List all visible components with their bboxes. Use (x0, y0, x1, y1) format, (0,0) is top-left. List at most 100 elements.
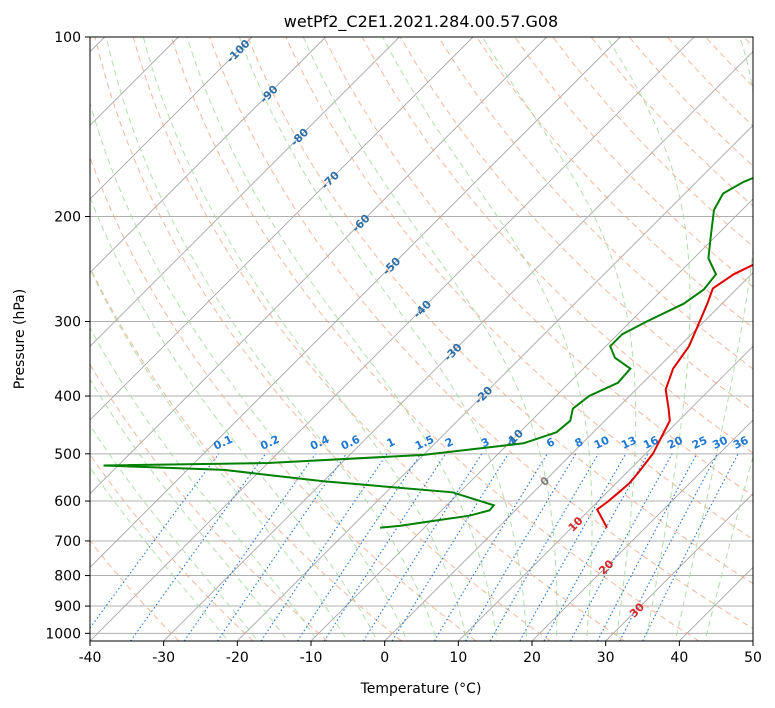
moist-adiabat-line (302, 37, 558, 641)
dry-adiabat-line (90, 156, 477, 641)
dry-adiabat-line (667, 37, 753, 127)
y-tick-label: 800 (54, 569, 81, 585)
dry-adiabat-line (437, 37, 753, 370)
mixing-ratio-label: 0.6 (339, 433, 362, 453)
dry-adiabat-line (90, 363, 328, 641)
mixing-ratio-label: 6 (544, 435, 557, 450)
y-tick-label: 1000 (45, 626, 81, 642)
dry-adiabat-line (476, 37, 753, 329)
isotherm-line (384, 272, 753, 641)
temperature-trace (595, 263, 753, 529)
moist-adiabat-line (238, 37, 528, 641)
dry-adiabat-line (209, 37, 753, 630)
moist-adiabat-line (142, 37, 468, 641)
moist-adiabat-line (90, 424, 259, 641)
x-axis-title: Temperature (°C) (360, 681, 482, 697)
mixing-ratio-label: 30 (710, 433, 730, 451)
x-tick-label: 10 (449, 650, 467, 666)
isotherm-line (90, 37, 400, 347)
x-tick-label: -10 (300, 650, 323, 666)
dry-adiabat-line (514, 37, 753, 288)
dry-adiabat-line (399, 37, 753, 412)
mixing-ratio-line (216, 453, 347, 641)
y-tick-label: 100 (54, 30, 81, 46)
mixing-ratio-line (489, 453, 599, 641)
y-tick-label: 400 (54, 389, 81, 405)
mixing-ratio-label: 1 (385, 435, 397, 450)
isotherm-line (90, 37, 547, 495)
chart-title: wetPf2_C2E1.2021.284.00.57.G08 (284, 12, 558, 32)
x-tick-label: 50 (744, 650, 762, 666)
y-axis-title: Pressure (hPa) (12, 289, 28, 389)
mixing-ratio-label: 0.4 (308, 433, 331, 453)
x-tick-label: -40 (79, 650, 102, 666)
mixing-ratio-line (90, 453, 220, 629)
dry-adiabat-line (90, 453, 254, 641)
moist-adiabat-line (674, 37, 753, 641)
isotherm-label: -40 (411, 297, 434, 320)
mixing-ratio-line (183, 453, 316, 641)
isotherm-line (752, 640, 753, 641)
x-tick-label: 0 (380, 650, 389, 666)
dry-adiabat-line (170, 37, 700, 641)
mixing-ratio-label: 10 (592, 433, 612, 451)
y-tick-label: 900 (54, 599, 81, 615)
mixing-ratio-line (569, 453, 673, 641)
isotherm-label: 10 (566, 514, 586, 534)
isotherm-line (310, 198, 753, 641)
mixing-ratio-label: 25 (690, 434, 709, 452)
moist-adiabat-line (186, 37, 498, 641)
mixing-ratio-line (130, 453, 267, 641)
isotherm-label: -100 (224, 37, 253, 66)
mixing-ratio-label: 0.2 (258, 433, 281, 453)
isotherm-label: -10 (503, 426, 526, 449)
dry-adiabat-line (323, 37, 753, 497)
isotherm-line (90, 37, 695, 641)
mixing-ratio-label: 1.5 (413, 433, 436, 453)
mixing-ratio-line (433, 453, 548, 641)
isotherm-line (163, 51, 753, 641)
moist-adiabat-line (90, 267, 348, 641)
mixing-ratio-label: 36 (731, 433, 751, 451)
y-tick-label: 300 (54, 315, 81, 331)
mixing-ratio-line (464, 453, 577, 641)
y-tick-label: 600 (54, 494, 81, 510)
moist-adiabat-line (704, 454, 753, 641)
y-tick-label: 200 (54, 210, 81, 226)
isotherm-line (90, 37, 474, 421)
x-tick-label: 20 (523, 650, 541, 666)
mixing-ratio-line (362, 453, 483, 641)
mixing-ratio-label: 0.1 (212, 433, 235, 453)
moist-adiabat-line (481, 37, 637, 641)
dry-adiabat-line (247, 37, 753, 585)
isotherm-label: 20 (596, 557, 616, 577)
y-tick-label: 700 (54, 534, 81, 550)
x-tick-label: -20 (226, 650, 249, 666)
moist-adiabat-line (382, 37, 593, 641)
moist-adiabat-line (90, 466, 229, 641)
plot-frame (89, 36, 754, 642)
dry-adiabat-line (705, 37, 753, 88)
moist-adiabat-line (90, 101, 408, 641)
isotherm-line (90, 37, 621, 568)
isotherm-line (679, 566, 753, 641)
isotherm-line (605, 493, 753, 641)
x-tick-label: 40 (670, 650, 688, 666)
isotherm-line (458, 345, 753, 641)
x-tick-label: 30 (597, 650, 615, 666)
mixing-ratio-line (260, 453, 388, 641)
isotherm-line (237, 124, 753, 641)
isotherm-label: -30 (441, 341, 464, 364)
mixing-ratio-label: 2 (443, 435, 455, 450)
moist-adiabat-line (105, 37, 438, 641)
y-tick-label: 500 (54, 447, 81, 463)
isotherm-label: -70 (319, 168, 342, 191)
mixing-ratio-line (297, 453, 422, 641)
dry-adiabat-line (94, 37, 551, 641)
isotherm-label: -50 (380, 254, 403, 277)
isotherm-line (531, 419, 753, 641)
dewpoint-trace (103, 176, 753, 529)
isotherm-line (90, 37, 326, 274)
mixing-ratio-line (323, 453, 446, 641)
